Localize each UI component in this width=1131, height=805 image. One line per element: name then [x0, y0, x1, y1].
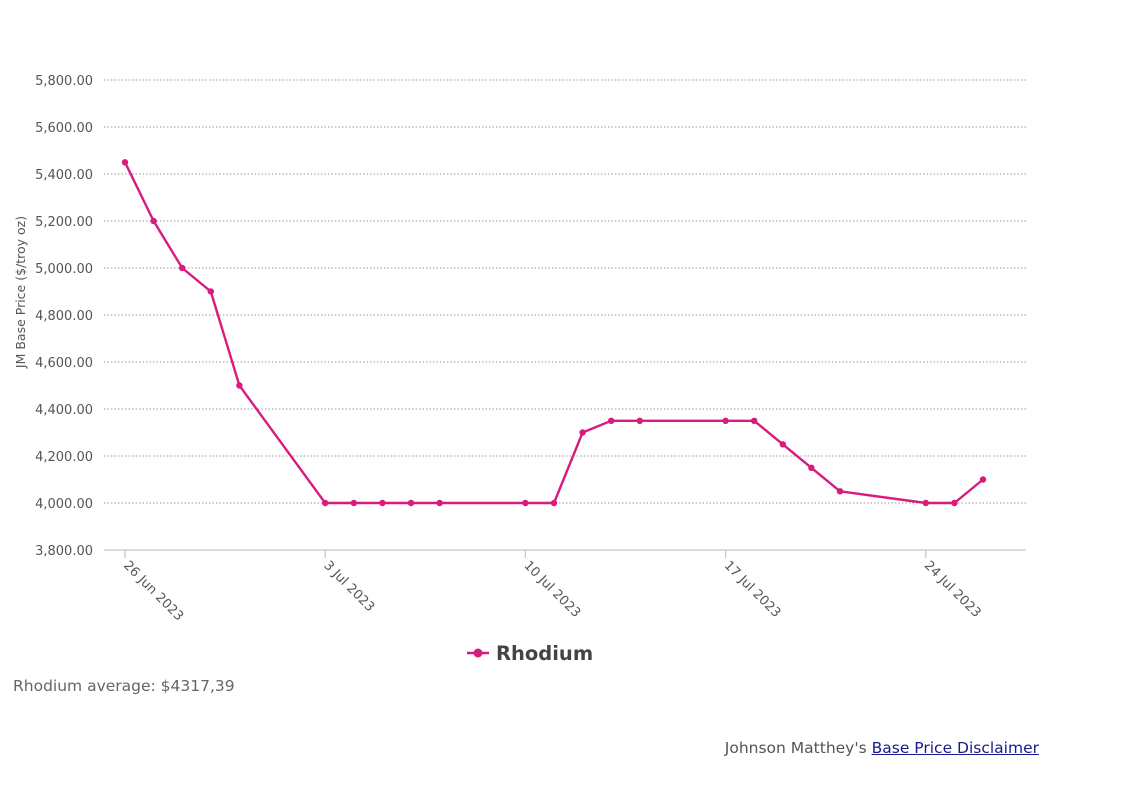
legend-label-rhodium: Rhodium	[496, 642, 593, 665]
series-line-rhodium	[123, 161, 984, 505]
data-point	[236, 382, 243, 389]
base-price-disclaimer-link[interactable]: Base Price Disclaimer	[871, 739, 1039, 757]
y-tick-label: 5,600.00	[35, 121, 93, 136]
y-tick-label: 5,200.00	[35, 215, 93, 230]
y-tick-label: 5,400.00	[35, 168, 93, 183]
y-tick-label: 4,000.00	[35, 497, 93, 512]
data-point	[150, 217, 157, 225]
data-point	[608, 417, 615, 424]
data-point	[179, 264, 186, 272]
rhodium-average: Rhodium average: $4317,39	[13, 677, 235, 695]
y-tick-label: 4,800.00	[35, 309, 93, 324]
data-point	[951, 499, 958, 507]
y-tick-label: 5,800.00	[35, 74, 93, 89]
y-tick-label: 3,800.00	[35, 544, 93, 559]
data-point	[922, 499, 929, 507]
y-tick-label: 4,600.00	[35, 356, 93, 371]
data-point	[779, 441, 786, 448]
data-point	[722, 417, 729, 424]
data-point	[350, 499, 357, 507]
data-point	[808, 464, 815, 471]
data-point	[636, 417, 643, 424]
data-point	[579, 429, 586, 436]
data-point	[121, 159, 129, 166]
y-axis-label: JM Base Price ($/troy oz)	[13, 216, 28, 369]
data-point	[322, 499, 329, 507]
y-tick-label: 4,400.00	[35, 403, 93, 418]
x-tick-label: 24 Jul 2023	[921, 558, 984, 621]
x-tick-label: 17 Jul 2023	[721, 558, 784, 621]
data-point	[751, 417, 758, 424]
price-chart: 3,800.00 4,000.00 4,200.00 4,400.00 4,600.00…	[13, 74, 1026, 665]
legend-marker-rhodium	[473, 648, 483, 658]
data-point	[436, 499, 443, 507]
x-tick-label: 3 Jul 2023	[320, 558, 377, 615]
data-point	[407, 499, 415, 507]
x-tick-label: 26 Jun 2023	[120, 558, 186, 624]
data-point	[550, 499, 558, 507]
disclaimer-prefix: Johnson Matthey's	[724, 739, 872, 757]
disclaimer-line: Johnson Matthey's Base Price Disclaimer	[725, 739, 1039, 757]
data-point	[522, 499, 529, 507]
y-tick-label: 4,200.00	[35, 450, 93, 465]
data-point	[207, 288, 214, 295]
data-point	[379, 499, 386, 507]
x-tick-label: 10 Jul 2023	[521, 558, 584, 621]
data-point	[979, 476, 987, 483]
y-tick-label: 5,000.00	[35, 262, 93, 277]
data-point	[836, 488, 844, 495]
